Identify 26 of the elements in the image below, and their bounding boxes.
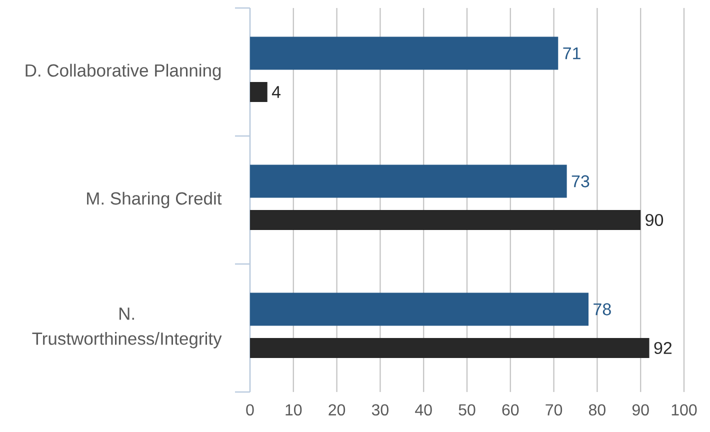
- x-tick-label: 20: [328, 404, 346, 416]
- x-tick-label: 40: [415, 404, 432, 416]
- data-label: 90: [646, 214, 664, 226]
- y-tick-label: M. Sharing Credit: [87, 192, 222, 208]
- bar: [250, 82, 268, 102]
- x-tick-label: 70: [546, 404, 562, 416]
- x-tick-label: 90: [632, 404, 649, 416]
- bar: [250, 36, 558, 70]
- x-tick-label: 100: [672, 404, 697, 416]
- data-label: 92: [654, 342, 672, 354]
- bar: [250, 164, 567, 198]
- x-tick-label: 0: [246, 404, 254, 416]
- data-label: 78: [594, 303, 611, 316]
- data-label: 4: [272, 86, 281, 98]
- bar: [250, 292, 589, 326]
- x-tick-label: 80: [588, 404, 606, 416]
- y-tick-label: D. Collaborative Planning: [26, 64, 221, 80]
- y-tick-label: N. Trustworthiness/Integrity: [32, 308, 222, 348]
- x-tick-label: 10: [286, 404, 302, 416]
- data-label: 73: [572, 175, 590, 188]
- x-tick-label: 60: [502, 404, 519, 416]
- data-label: 71: [563, 47, 580, 60]
- x-tick-label: 50: [458, 404, 476, 416]
- x-tick-label: 30: [372, 404, 388, 416]
- bar: [250, 338, 650, 358]
- bar: [250, 210, 641, 230]
